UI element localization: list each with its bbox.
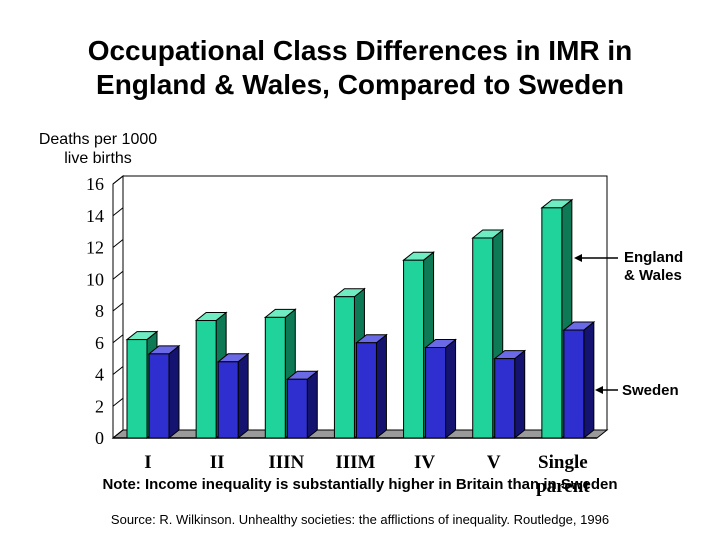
x-tick-label-1: II <box>210 452 225 473</box>
bar-front <box>472 237 494 439</box>
legend-arrow-sweden-icon <box>595 386 603 394</box>
legend-arrow-england-icon <box>574 254 582 262</box>
y-tick-label: 8 <box>95 301 104 321</box>
y-axis-label-line-2: live births <box>64 150 132 167</box>
y-tick-label: 6 <box>95 333 104 353</box>
y-axis-label: Deaths per 1000 live births <box>18 130 178 168</box>
y-tick-mark <box>112 302 124 312</box>
bar-side <box>237 352 249 440</box>
y-axis-ticks: 0 2 4 6 8 10 12 14 16 <box>86 174 124 448</box>
bar-side <box>168 344 180 440</box>
legend-label-sweden: Sweden <box>622 382 679 399</box>
legend-label-england-line-2: & Wales <box>624 267 682 284</box>
x-tick-label-2: IIIN <box>268 452 304 473</box>
legend-label-england-line-1: England <box>624 249 683 266</box>
bar-sweden-3 <box>355 333 388 440</box>
y-tick-label: 12 <box>86 238 104 258</box>
y-tick-mark <box>112 207 124 217</box>
bar-side <box>445 338 457 440</box>
legend: England & Wales Sweden <box>574 249 683 399</box>
bar-front <box>217 361 239 439</box>
x-tick-label-6: Single <box>538 452 588 473</box>
bar-side <box>583 321 595 440</box>
bar-front <box>541 207 563 439</box>
source-citation: Source: R. Wilkinson. Unhealthy societie… <box>110 512 610 527</box>
bar-front <box>563 329 585 439</box>
note-text: Note: Income inequality is substantially… <box>102 476 618 493</box>
chart-title-line-2: England & Wales, Compared to Sweden <box>96 69 624 100</box>
y-tick-mark <box>112 429 124 439</box>
y-tick-label: 10 <box>86 269 104 289</box>
bar-front <box>333 296 355 439</box>
bar-front <box>264 316 286 439</box>
bar-side <box>306 370 318 440</box>
bars <box>125 198 596 440</box>
y-tick-mark <box>112 270 124 280</box>
x-tick-label-5: V <box>487 452 501 473</box>
y-axis-label-line-1: Deaths per 1000 <box>38 131 158 148</box>
y-tick-label: 14 <box>86 206 104 226</box>
x-tick-label-4: IV <box>414 452 435 473</box>
bar-front <box>126 339 148 439</box>
bar-sweden-2 <box>285 370 319 440</box>
bar-sweden-4 <box>424 338 457 440</box>
bar-front <box>355 342 377 439</box>
bar-sweden-6 <box>562 321 596 440</box>
bar-front <box>286 378 308 439</box>
x-tick-label-3: IIIM <box>335 452 375 473</box>
bar-side <box>375 333 387 440</box>
x-tick-label-0: I <box>144 452 151 473</box>
bar-front <box>403 259 425 439</box>
y-tick-label: 4 <box>95 365 104 385</box>
x-tick-label-6-line-2: parent <box>536 476 590 497</box>
y-tick-mark <box>112 397 124 407</box>
y-tick-mark <box>112 175 124 185</box>
chart-title: Occupational Class Differences in IMR in… <box>0 34 720 102</box>
y-tick-label: 2 <box>95 396 104 416</box>
bar-front <box>195 320 217 439</box>
y-tick-label: 16 <box>86 174 104 194</box>
y-tick-label: 0 <box>95 428 104 448</box>
bar-sweden-1 <box>216 352 250 440</box>
bar-front <box>148 353 170 439</box>
bar-sweden-0 <box>147 344 181 440</box>
y-tick-mark <box>112 239 124 248</box>
y-tick-mark <box>112 366 124 375</box>
bar-side <box>514 349 526 440</box>
y-tick-mark <box>112 334 124 344</box>
bar-front <box>425 347 447 439</box>
bar-sweden-5 <box>493 349 527 440</box>
bar-front <box>494 358 516 439</box>
chart-title-line-1: Occupational Class Differences in IMR in <box>87 35 633 66</box>
